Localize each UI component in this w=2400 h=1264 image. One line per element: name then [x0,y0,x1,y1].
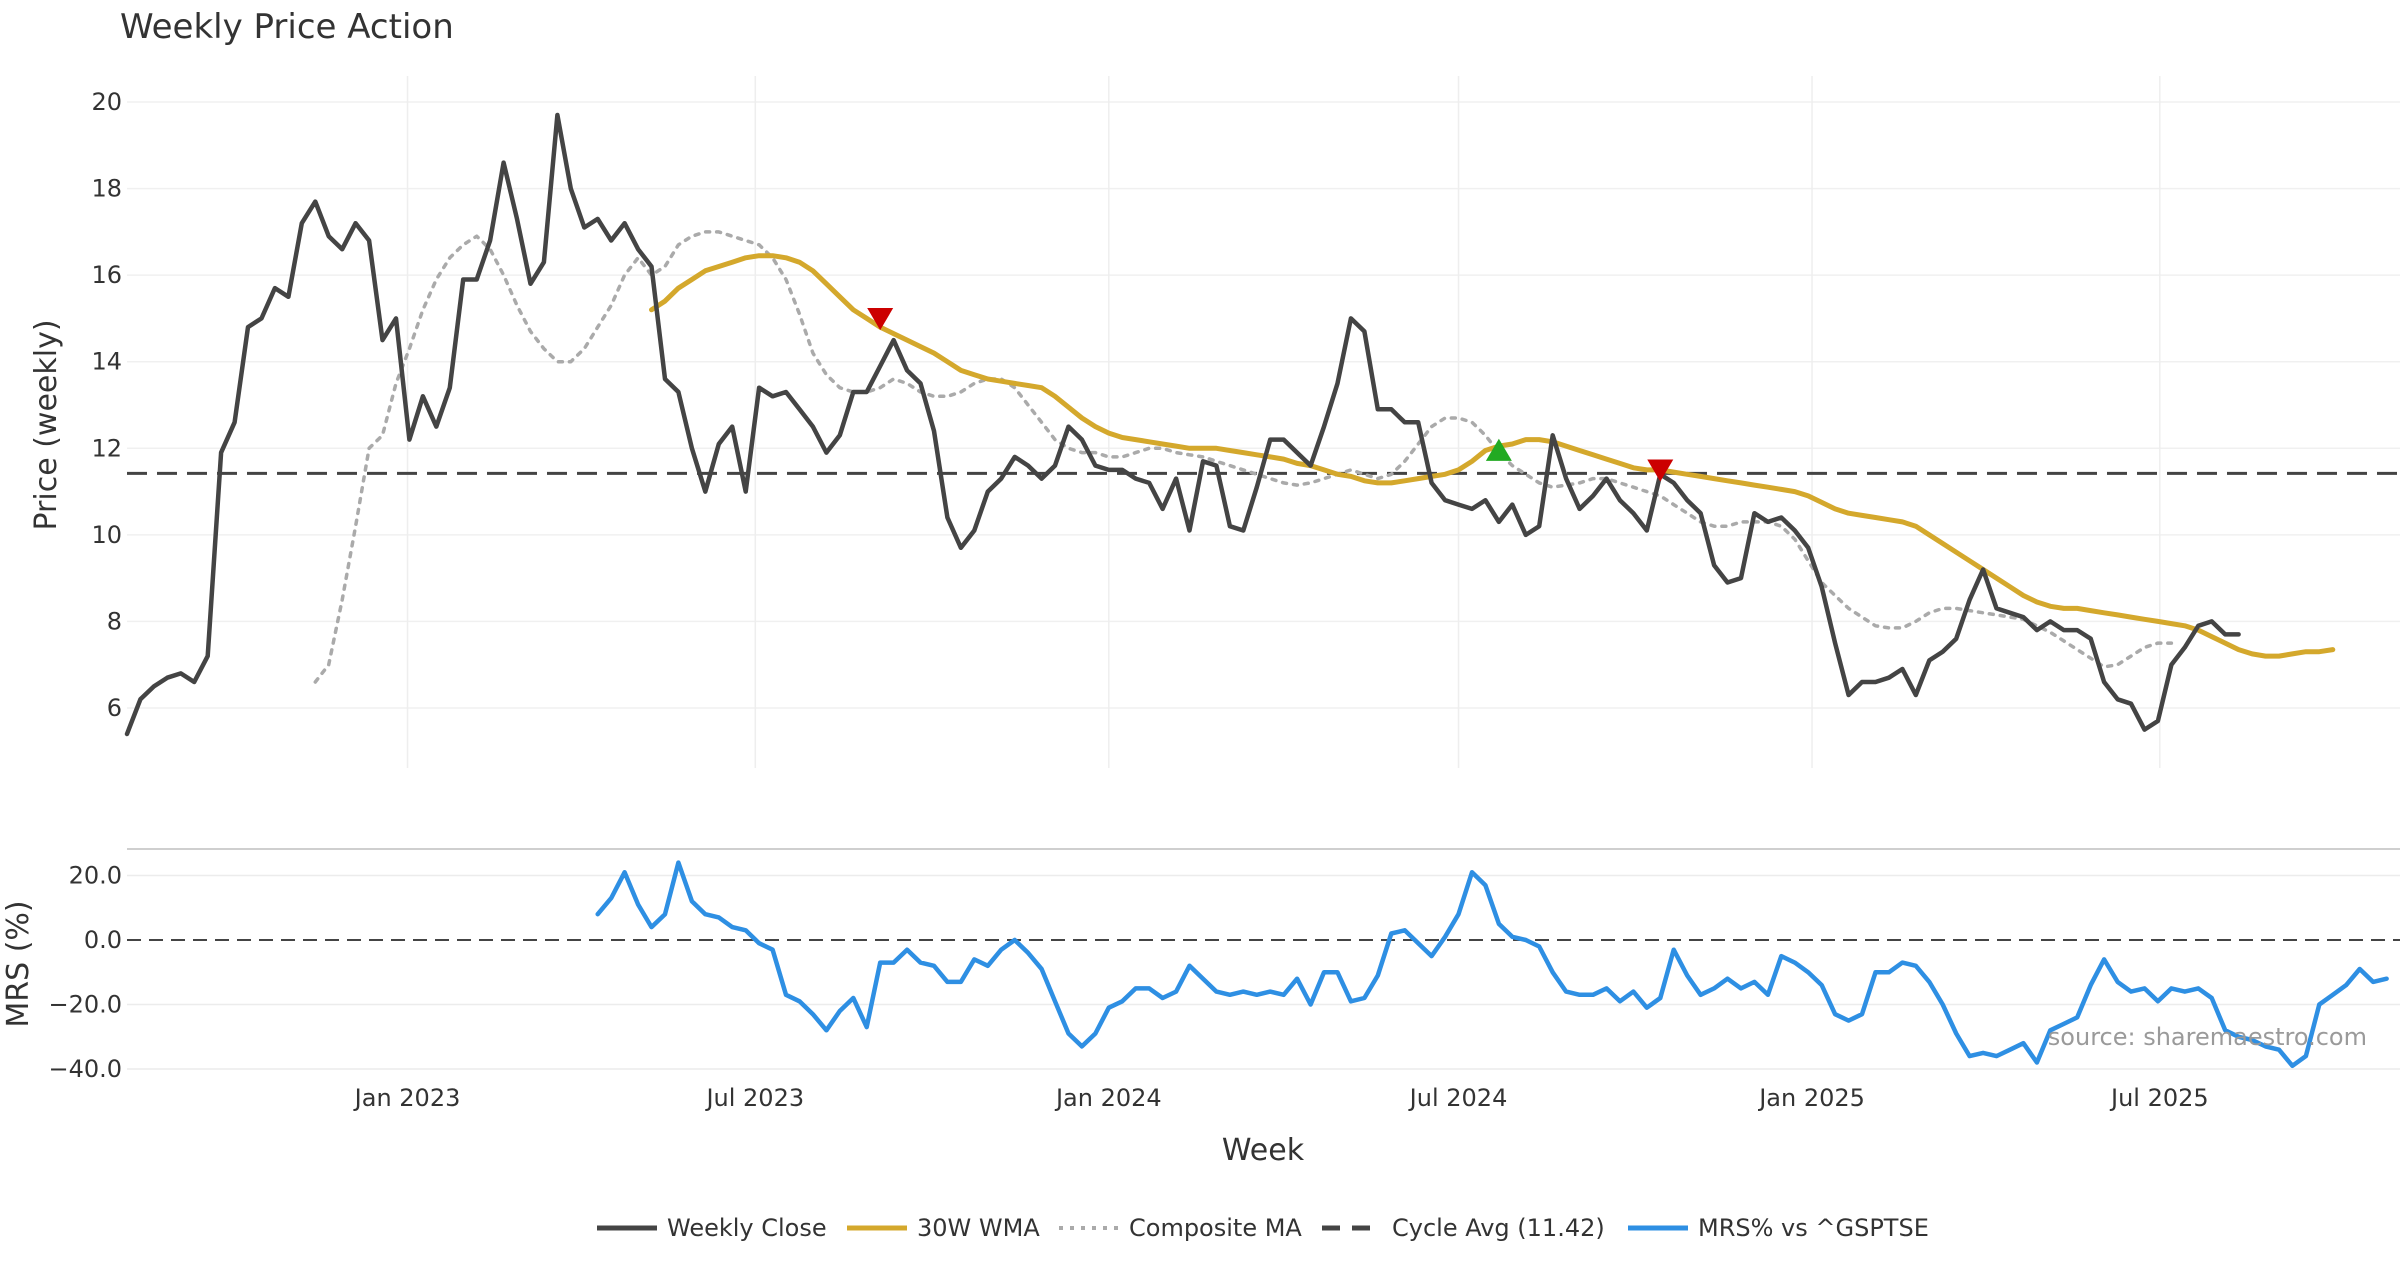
sell-signal-marker [867,308,894,331]
price-y-tick-label: 18 [91,175,122,203]
x-tick-label: Jan 2025 [1757,1084,1865,1112]
chart-title: Weekly Price Action [120,7,454,47]
price-y-tick-label: 8 [107,607,122,635]
legend-label: 30W WMA [917,1214,1040,1242]
price-y-tick-label: 10 [91,521,122,549]
price-y-axis-label: Price (weekly) [29,319,64,530]
source-annotation: source: sharemaestro.com [2048,1023,2367,1051]
mrs-y-tick-label: 20.0 [69,862,122,890]
price-y-tick-label: 6 [107,694,122,722]
buy-signal-marker [1485,438,1512,461]
legend-label: Composite MA [1129,1214,1302,1242]
mrs-line [595,860,2389,1069]
price-y-tick-label: 12 [91,434,122,462]
x-axis-label: Week [1222,1133,1305,1168]
mrs-lines [595,860,2389,1069]
mrs-grid [127,848,2400,1070]
x-tick-label: Jan 2023 [353,1084,461,1112]
price-y-tick-label: 20 [91,88,122,116]
x-tick-label: Jul 2023 [704,1084,804,1112]
x-tick-label: Jul 2025 [2109,1084,2209,1112]
wma-30w-line [649,253,2336,659]
price-grid [127,76,2400,768]
x-tick-label: Jul 2024 [1408,1084,1508,1112]
legend-label: Cycle Avg (11.42) [1392,1214,1605,1242]
price-lines [124,112,2400,737]
mrs-y-tick-label: 0.0 [84,926,122,954]
legend: Weekly Close 30W WMA Composite MA Cycle Avg… [597,1214,1929,1242]
mrs-y-axis-label: MRS (%) [1,900,36,1027]
legend-label: MRS% vs ^GSPTSE [1698,1214,1929,1242]
mrs-y-tick-label: −40.0 [48,1055,122,1083]
mrs-y-tick-label: −20.0 [48,991,122,1019]
sell-signal-marker [1647,459,1674,482]
price-y-tick-label: 16 [91,261,122,289]
composite-ma-line [313,230,2174,684]
weekly-close-line [124,112,2241,737]
legend-label: Weekly Close [667,1214,827,1242]
x-tick-label: Jan 2024 [1054,1084,1162,1112]
price-y-tick-label: 14 [91,348,122,376]
axes-text: Weekly Price Action Price (weekly) MRS (… [1,7,2367,1168]
signal-markers [867,308,1674,482]
